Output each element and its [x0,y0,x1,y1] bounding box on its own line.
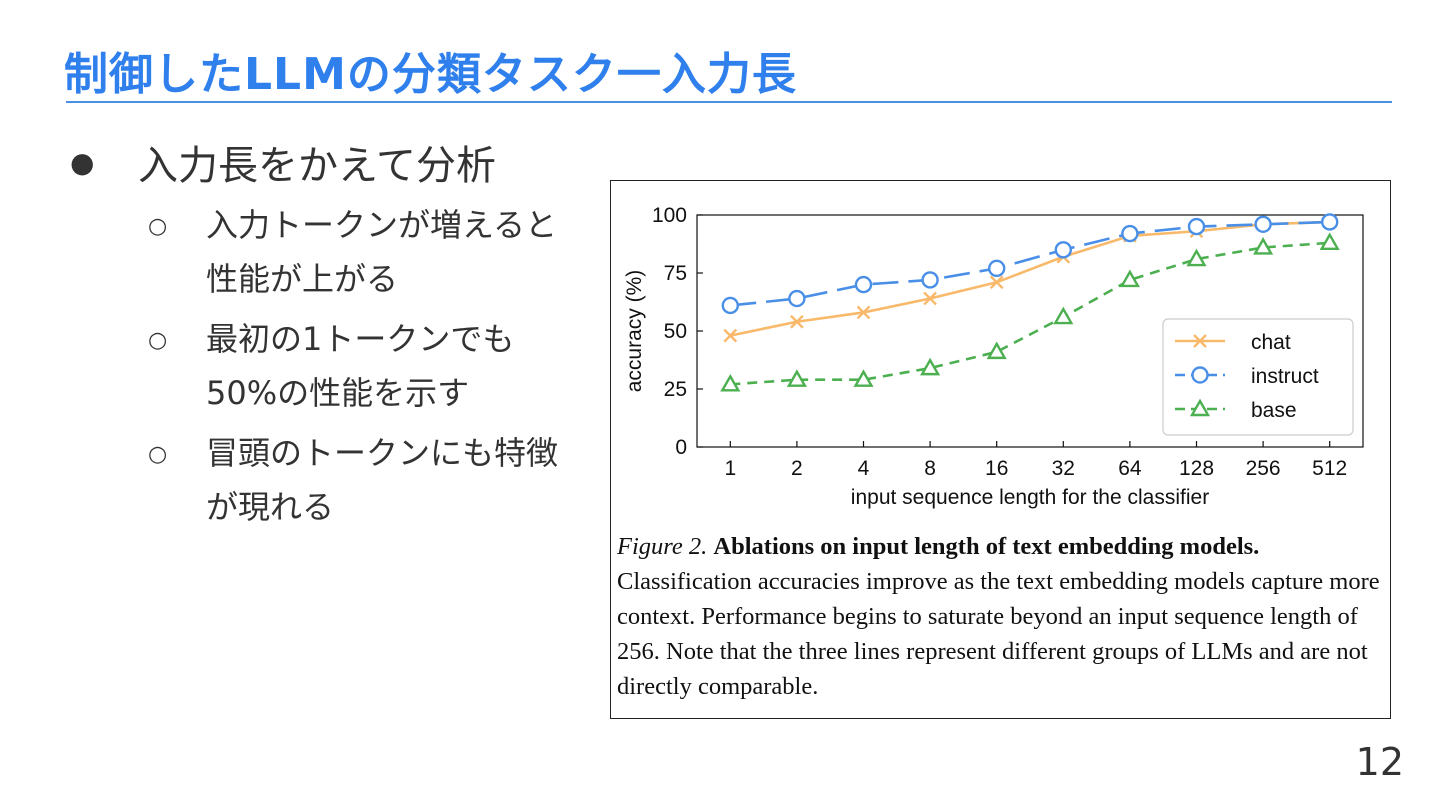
y-tick-label: 75 [664,262,687,285]
bullet-dot-icon: ● [70,145,95,179]
data-point-base [786,369,807,387]
sub-bullet: ○ 入力トークンが増えると性能が上がる [148,198,590,306]
y-tick-label: 25 [664,378,687,401]
x-tick-label: 16 [985,457,1008,480]
x-tick-label: 64 [1118,457,1142,480]
data-point-instruct [854,275,873,294]
series-line-instruct [730,220,1330,307]
data-point-chat [989,275,1004,290]
figure-panel: 0 25 50 75 100 1 2 4 8 16 32 64 128 256 512 input seque… [610,180,1391,719]
data-point-chat [856,305,871,320]
data-point-instruct [1254,215,1272,233]
data-point-base [920,357,941,376]
title-underline [66,101,1392,103]
figure-label: Figure 2. [617,533,708,560]
x-tick-label: 4 [858,457,870,480]
sub-bullet-circle-icon: ○ [148,328,168,353]
legend-marker-instruct [1191,366,1209,384]
sub-bullet: ○ 最初の1トークンでも50%の性能を示す [148,312,590,420]
data-point-base [1053,306,1074,325]
x-tick-label: 2 [791,457,803,480]
y-axis-label: accuracy (%) [623,270,646,393]
sub-bullet-text: 最初の1トークンでも50%の性能を示す [206,320,515,412]
legend-label-chat: chat [1251,331,1291,354]
sub-bullet-text: 冒頭のトークンにも特徴が現れる [206,434,559,526]
x-tick-label: 32 [1052,457,1075,480]
accuracy-line-chart: 0 25 50 75 100 1 2 4 8 16 32 64 128 256 512 input seque… [623,204,1364,509]
x-tick-label: 512 [1312,457,1347,480]
bullet-main-text: 入力長をかえて分析 [138,143,496,189]
x-axis-label: input sequence length for the classifier [851,486,1209,509]
x-tick-label: 8 [924,457,936,480]
data-point-instruct [1054,241,1072,259]
legend-box [1162,318,1354,436]
data-point-instruct [1187,217,1206,236]
data-point-base [1319,232,1340,251]
x-tick-label: 1 [724,457,736,480]
data-point-chat [923,291,937,306]
figure-title: Ablations on input length of text embedd… [713,533,1260,560]
x-tick-label: 128 [1179,457,1214,480]
data-point-base [853,369,874,387]
figure-body: Classification accuracies improve as the… [617,568,1380,700]
series-line-base [730,241,1330,386]
data-point-base [1186,248,1207,267]
data-point-instruct [921,271,939,289]
data-point-instruct [1321,213,1339,231]
series-line-chat [730,220,1330,337]
sub-bullet-circle-icon: ○ [148,214,168,239]
sub-bullet-circle-icon: ○ [148,442,168,467]
legend-label-base: base [1251,399,1297,422]
bullet-list: ● 入力長をかえて分析 ○ 入力トークンが増えると性能が上がる ○ 最初の1トー… [70,132,590,534]
bullet-main: ● 入力長をかえて分析 [70,132,590,192]
y-tick-label: 0 [675,436,687,459]
data-point-instruct [1121,224,1139,243]
data-point-base [1119,269,1140,288]
x-tick-label: 256 [1246,457,1281,480]
legend-marker-base [1189,398,1211,417]
sub-bullet: ○ 冒頭のトークンにも特徴が現れる [148,426,590,534]
y-tick-label: 50 [664,320,687,343]
data-point-chat [790,314,804,329]
slide-title: 制御したLLMの分類タスク一入力長 [64,49,797,100]
data-point-base [720,373,741,392]
data-point-base [1253,237,1274,255]
data-point-instruct [988,259,1006,278]
data-point-base [986,341,1007,360]
figure-caption: Figure 2. Ablations on input length of t… [617,529,1387,704]
sub-bullet-text: 入力トークンが増えると性能が上がる [206,206,558,298]
legend-label-instruct: instruct [1251,365,1319,388]
data-point-instruct [721,296,740,315]
data-point-chat [723,328,738,343]
legend-marker-chat [1193,334,1207,348]
y-tick-label: 100 [652,204,687,227]
page-number: 12 [1355,740,1404,784]
data-point-instruct [788,289,806,308]
